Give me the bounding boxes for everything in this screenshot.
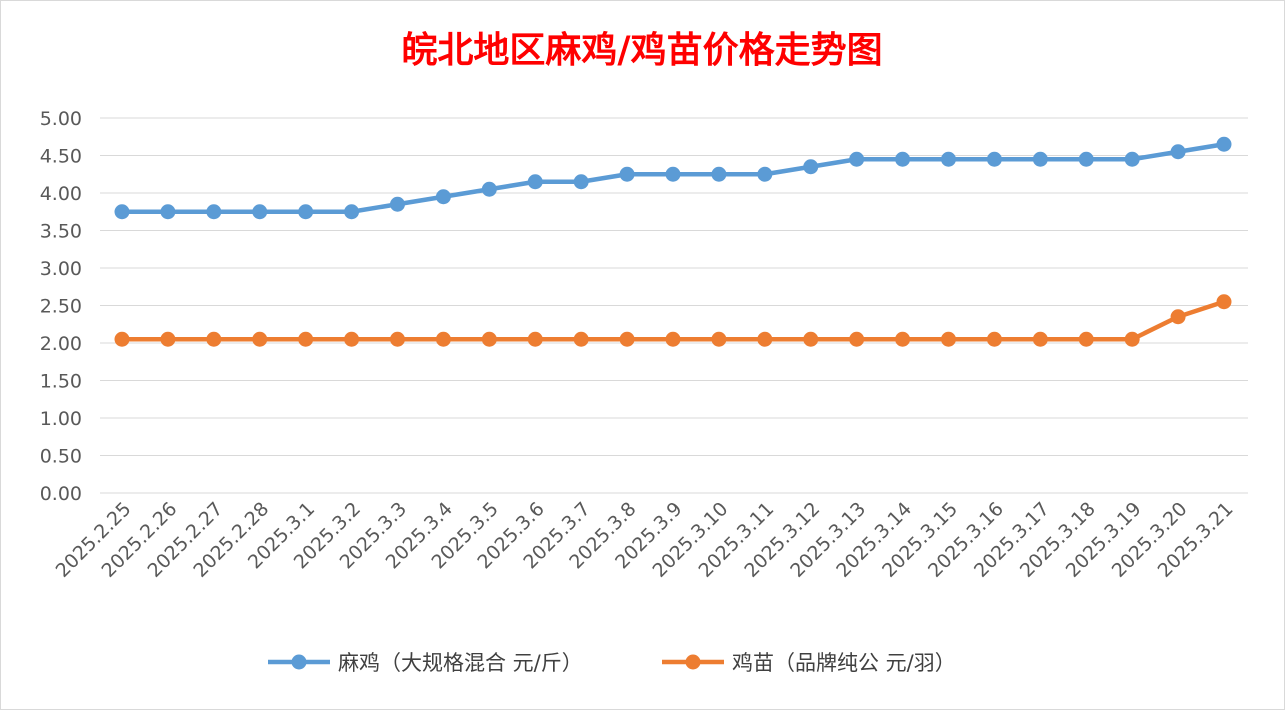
series-layer xyxy=(114,136,1232,347)
data-point xyxy=(1032,331,1048,347)
data-point xyxy=(665,331,681,347)
data-point xyxy=(206,331,222,347)
y-tick-label: 3.00 xyxy=(40,258,82,280)
data-point xyxy=(986,331,1002,347)
data-point xyxy=(252,331,268,347)
data-point xyxy=(344,204,360,220)
data-point xyxy=(1078,151,1094,167)
data-point xyxy=(1216,294,1232,310)
data-point xyxy=(1170,144,1186,160)
y-axis-ticks: 0.00 0.50 1.00 1.50 2.00 2.50 3.00 3.50 4.00 4.50… xyxy=(40,108,82,505)
data-point xyxy=(252,204,268,220)
data-point xyxy=(390,196,405,212)
data-point xyxy=(481,331,497,347)
data-point xyxy=(573,331,589,347)
data-point xyxy=(757,331,773,347)
y-tick-label: 0.50 xyxy=(40,446,82,468)
y-tick-label: 1.00 xyxy=(40,408,82,430)
data-point xyxy=(849,331,865,347)
legend-swatch-marker xyxy=(291,654,307,670)
data-point xyxy=(941,151,956,167)
y-tick-label: 0.00 xyxy=(40,483,82,505)
data-point xyxy=(1124,151,1140,167)
y-tick-label: 1.50 xyxy=(40,371,82,393)
data-point xyxy=(1124,331,1140,347)
data-point xyxy=(986,151,1002,167)
legend-swatch-marker xyxy=(685,654,701,670)
y-tick-label: 2.00 xyxy=(40,333,82,355)
data-point xyxy=(390,331,405,347)
data-point xyxy=(298,331,314,347)
y-tick-label: 3.50 xyxy=(40,221,82,243)
data-point xyxy=(711,331,727,347)
data-point xyxy=(803,159,819,175)
data-point xyxy=(619,331,635,347)
data-point xyxy=(895,151,911,167)
legend: 麻鸡（大规格混合 元/斤） 鸡苗（品牌纯公 元/羽） xyxy=(268,651,956,675)
data-point xyxy=(757,166,773,182)
data-point xyxy=(941,331,956,347)
data-point xyxy=(1032,151,1048,167)
data-point xyxy=(711,166,727,182)
data-point xyxy=(527,174,543,190)
data-point xyxy=(527,331,543,347)
data-point xyxy=(803,331,819,347)
data-point xyxy=(849,151,865,167)
chart-title: 皖北地区麻鸡/鸡苗价格走势图 xyxy=(401,29,882,71)
data-point xyxy=(160,331,176,347)
data-point xyxy=(1216,136,1232,152)
legend-label: 麻鸡（大规格混合 元/斤） xyxy=(338,651,583,675)
data-point xyxy=(344,331,360,347)
data-point xyxy=(619,166,635,182)
data-point xyxy=(435,331,451,347)
data-point xyxy=(1170,309,1186,325)
y-tick-label: 4.00 xyxy=(40,183,82,205)
data-point xyxy=(573,174,589,190)
data-point xyxy=(1078,331,1094,347)
data-point xyxy=(435,189,451,205)
data-point xyxy=(160,204,176,220)
legend-label: 鸡苗（品牌纯公 元/羽） xyxy=(732,651,956,675)
y-tick-label: 2.50 xyxy=(40,296,82,318)
y-tick-label: 5.00 xyxy=(40,108,82,130)
data-point xyxy=(895,331,911,347)
data-point xyxy=(206,204,222,220)
data-point xyxy=(114,204,130,220)
data-point xyxy=(481,181,497,197)
y-tick-label: 4.50 xyxy=(40,146,82,168)
data-point xyxy=(298,204,314,220)
data-point xyxy=(114,331,130,347)
data-point xyxy=(665,166,681,182)
